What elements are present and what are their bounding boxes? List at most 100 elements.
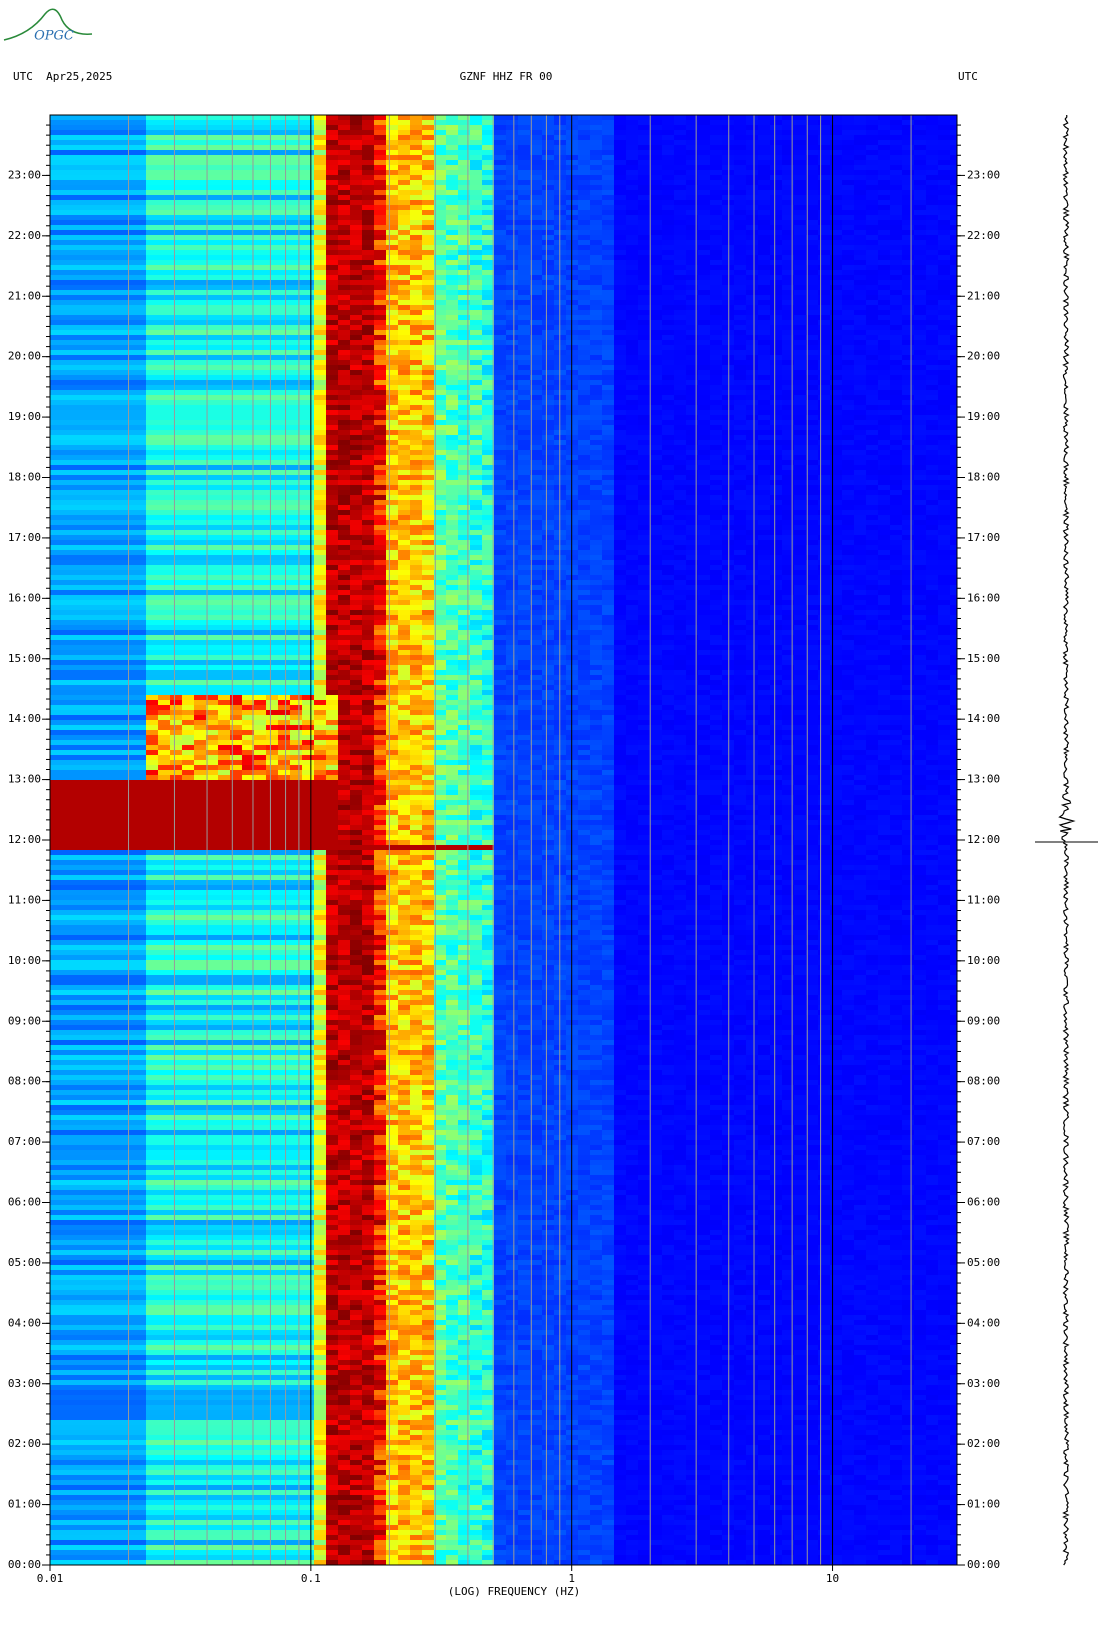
spectrogram-cell xyxy=(902,120,914,125)
spectrogram-cell xyxy=(506,205,518,210)
spectrogram-cell xyxy=(434,390,446,395)
spectrogram-cell xyxy=(818,190,830,195)
spectrogram-cell xyxy=(530,295,542,300)
spectrogram-cell xyxy=(110,275,122,280)
spectrogram-cell xyxy=(494,325,506,330)
spectrogram-cell xyxy=(374,180,386,185)
spectrogram-cell xyxy=(146,115,158,120)
spectrogram-cell xyxy=(806,270,818,275)
spectrogram-cell xyxy=(758,410,770,415)
spectrogram-cell xyxy=(638,260,650,265)
spectrogram-cell xyxy=(170,165,182,170)
spectrogram-cell xyxy=(626,155,638,160)
spectrogram-cell xyxy=(794,175,806,180)
spectrogram-cell xyxy=(206,145,218,150)
spectrogram-cell xyxy=(938,130,950,135)
spectrogram-cell xyxy=(530,195,542,200)
spectrogram-cell xyxy=(314,220,326,225)
spectrogram-cell xyxy=(74,375,86,380)
spectrogram-cell xyxy=(230,435,242,440)
spectrogram-cell xyxy=(458,340,470,345)
spectrogram-cell xyxy=(110,240,122,245)
spectrogram-cell xyxy=(674,120,686,125)
spectrogram-cell xyxy=(506,310,518,315)
spectrogram-cell xyxy=(494,300,506,305)
spectrogram-cell xyxy=(254,190,266,195)
spectrogram-cell xyxy=(854,145,866,150)
spectrogram-cell xyxy=(662,365,674,370)
spectrogram-cell xyxy=(302,315,314,320)
spectrogram-cell xyxy=(350,390,362,395)
spectrogram-cell xyxy=(134,405,146,410)
spectrogram-cell xyxy=(530,410,542,415)
spectrogram-cell xyxy=(374,135,386,140)
spectrogram-cell xyxy=(902,310,914,315)
spectrogram-cell xyxy=(398,210,410,215)
spectrogram-cell xyxy=(662,270,674,275)
spectrogram-cell xyxy=(434,285,446,290)
spectrogram-cell xyxy=(350,330,362,335)
spectrogram-cell xyxy=(734,160,746,165)
spectrogram-cell xyxy=(506,375,518,380)
spectrogram-cell xyxy=(422,385,434,390)
spectrogram-cell xyxy=(542,400,554,405)
spectrogram-cell xyxy=(938,300,950,305)
spectrogram-cell xyxy=(62,305,74,310)
spectrogram-cell xyxy=(614,365,626,370)
spectrogram-cell xyxy=(434,280,446,285)
spectrogram-cell xyxy=(434,175,446,180)
spectrogram-cell xyxy=(194,325,206,330)
spectrogram-cell xyxy=(602,230,614,235)
spectrogram-cell xyxy=(50,380,62,385)
spectrogram-cell xyxy=(710,355,722,360)
spectrogram-cell xyxy=(122,315,134,320)
spectrogram-cell xyxy=(794,270,806,275)
spectrogram-cell xyxy=(374,250,386,255)
spectrogram-cell xyxy=(434,370,446,375)
spectrogram-cell xyxy=(698,370,710,375)
spectrogram-cell xyxy=(674,160,686,165)
spectrogram-cell xyxy=(398,155,410,160)
spectrogram-cell xyxy=(266,190,278,195)
spectrogram-cell xyxy=(410,255,422,260)
spectrogram-cell xyxy=(458,435,470,440)
spectrogram-cell xyxy=(122,170,134,175)
spectrogram-cell xyxy=(290,345,302,350)
spectrogram-cell xyxy=(662,305,674,310)
spectrogram-cell xyxy=(110,410,122,415)
spectrogram-cell xyxy=(482,295,494,300)
spectrogram-cell xyxy=(314,150,326,155)
spectrogram-cell xyxy=(326,135,338,140)
spectrogram-cell xyxy=(218,300,230,305)
spectrogram-cell xyxy=(62,395,74,400)
spectrogram-cell xyxy=(782,360,794,365)
spectrogram-cell xyxy=(170,360,182,365)
spectrogram-cell xyxy=(242,230,254,235)
spectrogram-cell xyxy=(662,285,674,290)
spectrogram-cell xyxy=(242,380,254,385)
spectrogram-cell xyxy=(374,130,386,135)
spectrogram-cell xyxy=(662,145,674,150)
spectrogram-cell xyxy=(914,410,926,415)
spectrogram-cell xyxy=(926,125,938,130)
spectrogram-cell xyxy=(854,135,866,140)
spectrogram-cell xyxy=(434,385,446,390)
spectrogram-cell xyxy=(50,250,62,255)
spectrogram-cell xyxy=(734,360,746,365)
spectrogram-cell xyxy=(74,300,86,305)
spectrogram-cell xyxy=(698,125,710,130)
spectrogram-cell xyxy=(770,325,782,330)
spectrogram-cell xyxy=(854,115,866,120)
spectrogram-cell xyxy=(890,365,902,370)
spectrogram-cell xyxy=(446,375,458,380)
spectrogram-cell xyxy=(698,355,710,360)
spectrogram-cell xyxy=(590,255,602,260)
spectrogram-cell xyxy=(950,390,957,395)
spectrogram-cell xyxy=(362,330,374,335)
spectrogram-cell xyxy=(62,435,74,440)
spectrogram-cell xyxy=(638,160,650,165)
spectrogram-cell xyxy=(362,275,374,280)
spectrogram-cell xyxy=(578,210,590,215)
spectrogram-cell xyxy=(830,120,842,125)
spectrogram-cell xyxy=(110,220,122,225)
